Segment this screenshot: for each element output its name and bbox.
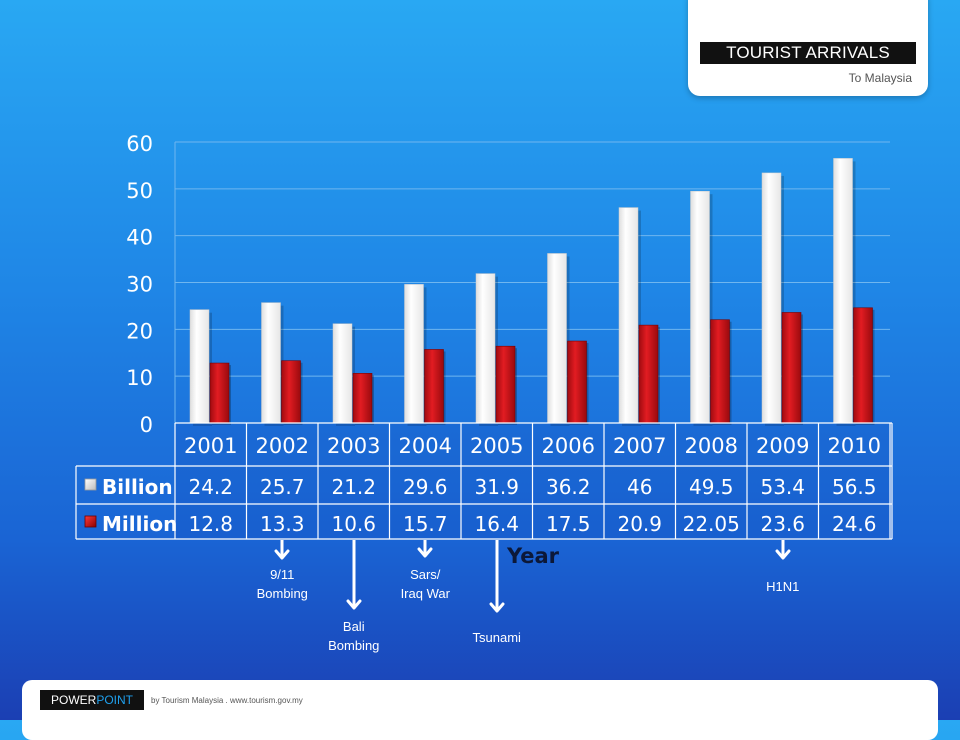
- data-label: 24.2: [188, 475, 233, 499]
- data-label: 24.6: [832, 512, 877, 536]
- data-label: 25.7: [260, 475, 305, 499]
- bar-million: [638, 324, 659, 424]
- data-label: 23.6: [760, 512, 805, 536]
- data-label: 17.5: [546, 512, 591, 536]
- down-arrow-icon: [775, 540, 791, 560]
- x-tick-label: 2008: [685, 434, 738, 458]
- y-tick-label: 0: [140, 413, 153, 437]
- data-label: 46: [627, 475, 652, 499]
- x-tick-label: 2003: [327, 434, 380, 458]
- data-label: 56.5: [832, 475, 877, 499]
- title-card: TOURIST ARRIVALS To Malaysia: [688, 0, 928, 96]
- data-label: 20.9: [617, 512, 662, 536]
- bar-million: [209, 362, 230, 424]
- y-tick-label: 30: [126, 273, 153, 297]
- x-tick-label: 2010: [828, 434, 881, 458]
- down-arrow-icon: [417, 540, 433, 558]
- x-tick-label: 2002: [256, 434, 309, 458]
- x-tick-label: 2001: [184, 434, 237, 458]
- event-label: Bali Bombing: [328, 619, 380, 653]
- footer-bar: POWERPOINT by Tourism Malaysia . www.tou…: [22, 680, 938, 740]
- legend-marker-billion: [84, 478, 97, 491]
- bar-billion: [189, 309, 210, 424]
- data-label: 21.2: [331, 475, 376, 499]
- badge-part1: POWER: [50, 693, 97, 707]
- data-table: 2001 2002 2003 2004 2005 2006 2007 2008 2009 2010…: [75, 422, 893, 568]
- data-label: 22.05: [683, 512, 740, 536]
- y-tick-label: 20: [126, 319, 153, 343]
- bar-million: [495, 345, 516, 424]
- bar-billion: [833, 158, 853, 424]
- powerpoint-badge: POWERPOINT: [40, 690, 144, 710]
- data-label: 36.2: [546, 475, 591, 499]
- data-label: 13.3: [260, 512, 305, 536]
- data-label: 16.4: [474, 512, 519, 536]
- x-tick-label: 2007: [613, 434, 666, 458]
- badge-part2: POINT: [96, 693, 133, 707]
- event-label: Tsunami: [472, 630, 521, 645]
- y-tick-label: 50: [126, 179, 153, 203]
- source-credit: by Tourism Malaysia . www.tourism.gov.my: [151, 696, 303, 705]
- event-label: Sars/Iraq War: [400, 567, 450, 601]
- chart-title: TOURIST ARRIVALS: [700, 42, 916, 64]
- x-tick-label: 2009: [756, 434, 809, 458]
- down-arrow-icon: [274, 540, 290, 560]
- down-arrow-icon: [489, 540, 505, 613]
- bar-billion: [547, 253, 567, 424]
- x-tick-label: 2006: [542, 434, 595, 458]
- x-axis-title: Year: [506, 544, 560, 568]
- bar-billion: [475, 273, 496, 424]
- bar-billion: [761, 172, 782, 424]
- bar-million: [424, 349, 444, 424]
- data-table-grid: [75, 422, 893, 540]
- legend-label-million: Million: [102, 512, 177, 536]
- data-label: 29.6: [403, 475, 448, 499]
- data-label: 53.4: [760, 475, 805, 499]
- y-tick-label: 60: [126, 132, 153, 156]
- y-tick-label: 40: [126, 226, 153, 250]
- bar-million: [567, 340, 587, 424]
- bar-billion: [618, 207, 639, 424]
- data-label: 10.6: [331, 512, 376, 536]
- y-tick-label: 10: [126, 366, 153, 390]
- data-label: 49.5: [689, 475, 734, 499]
- event-label: H1N1: [766, 579, 800, 594]
- legend-label-billion: Billion: [102, 475, 173, 499]
- bar-million: [352, 373, 373, 424]
- chart-subtitle: To Malaysia: [848, 71, 912, 85]
- data-label: 15.7: [403, 512, 448, 536]
- bar-billion: [261, 302, 281, 424]
- x-tick-label: 2004: [399, 434, 452, 458]
- data-label: 31.9: [474, 475, 519, 499]
- bar-billion: [404, 284, 424, 424]
- bar-million: [281, 360, 301, 424]
- axis-layer: 0 10 20 30 40 50 60: [126, 132, 153, 437]
- bar-million: [853, 307, 873, 424]
- bar-million: [710, 319, 730, 424]
- bar-million: [781, 312, 802, 424]
- legend-marker-million: [84, 515, 97, 528]
- x-tick-label: 2005: [470, 434, 523, 458]
- bar-billion: [332, 323, 353, 424]
- bar-layer: [189, 158, 875, 426]
- bar-billion: [690, 190, 710, 424]
- down-arrow-icon: [346, 540, 362, 610]
- data-label: 12.8: [188, 512, 233, 536]
- event-label: 9/11 Bombing: [256, 567, 308, 601]
